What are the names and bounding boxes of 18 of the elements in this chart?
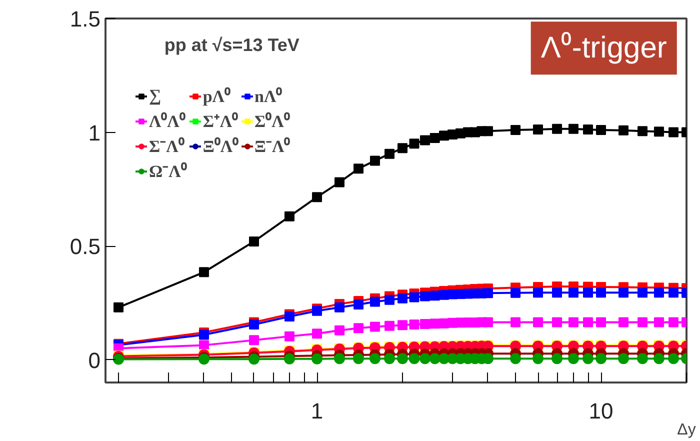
- y-tick-label: 1.5: [70, 6, 101, 32]
- legend-label: nΛ⁰: [254, 86, 282, 107]
- legend-label: Σ⁰Λ⁰: [254, 111, 290, 132]
- y-tick-label: 1: [88, 120, 101, 146]
- legend-label: Σ⁺Λ⁰: [202, 111, 238, 132]
- legend-label: Ξ⁰Λ⁰: [202, 136, 239, 157]
- legend-label: Λ⁰Λ⁰: [149, 111, 186, 132]
- y-tick-label: 0: [88, 348, 101, 373]
- legend-label: ∑: [149, 86, 162, 106]
- annotation: Λ⁰-trigger: [540, 32, 667, 65]
- x-axis-title: Δy: [677, 422, 696, 438]
- y-tick-label: 0.5: [70, 234, 101, 259]
- annotation: pp at √s=13 TeV: [164, 34, 300, 55]
- x-tick-label: 10: [588, 398, 614, 424]
- legend-label: Ξ⁻Λ⁰: [254, 136, 290, 157]
- legend-label: Ω⁻Λ⁰: [149, 161, 187, 182]
- legend-label: pΛ⁰: [202, 86, 230, 107]
- legend-label: Σ⁻Λ⁰: [149, 136, 184, 157]
